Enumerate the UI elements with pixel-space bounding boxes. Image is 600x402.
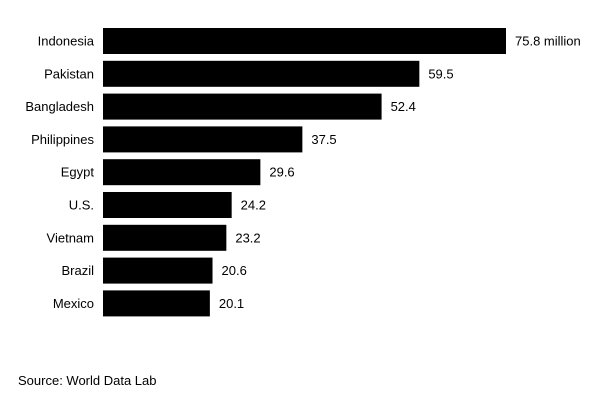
bar [103,257,213,284]
bar [103,224,227,251]
category-label: Brazil [61,263,94,278]
bar [103,290,210,317]
value-label: 29.6 [269,165,294,180]
category-label: Mexico [53,296,94,311]
category-label: Philippines [31,132,94,147]
category-label: Egypt [61,165,95,180]
value-label: 52.4 [391,99,416,114]
value-label: 37.5 [311,132,336,147]
bar-chart: Indonesia 75.8 million Pakistan 59.5 Banglad… [25,28,581,317]
bar [103,28,506,54]
category-label: U.S. [69,198,94,213]
bar [103,93,382,120]
value-label: 24.2 [241,198,266,213]
category-label: Vietnam [47,230,94,245]
bar [103,159,261,186]
value-label: 75.8 million [515,34,581,49]
value-label: 59.5 [428,66,453,81]
value-label: 20.1 [219,296,244,311]
source-note: Source: World Data Lab [18,373,157,388]
value-label: 23.2 [235,230,260,245]
category-label: Pakistan [44,66,94,81]
value-label: 20.6 [222,263,247,278]
category-label: Bangladesh [25,99,94,114]
bar [103,192,232,218]
bar [103,60,420,87]
category-label: Indonesia [38,34,95,49]
bar [103,126,303,153]
